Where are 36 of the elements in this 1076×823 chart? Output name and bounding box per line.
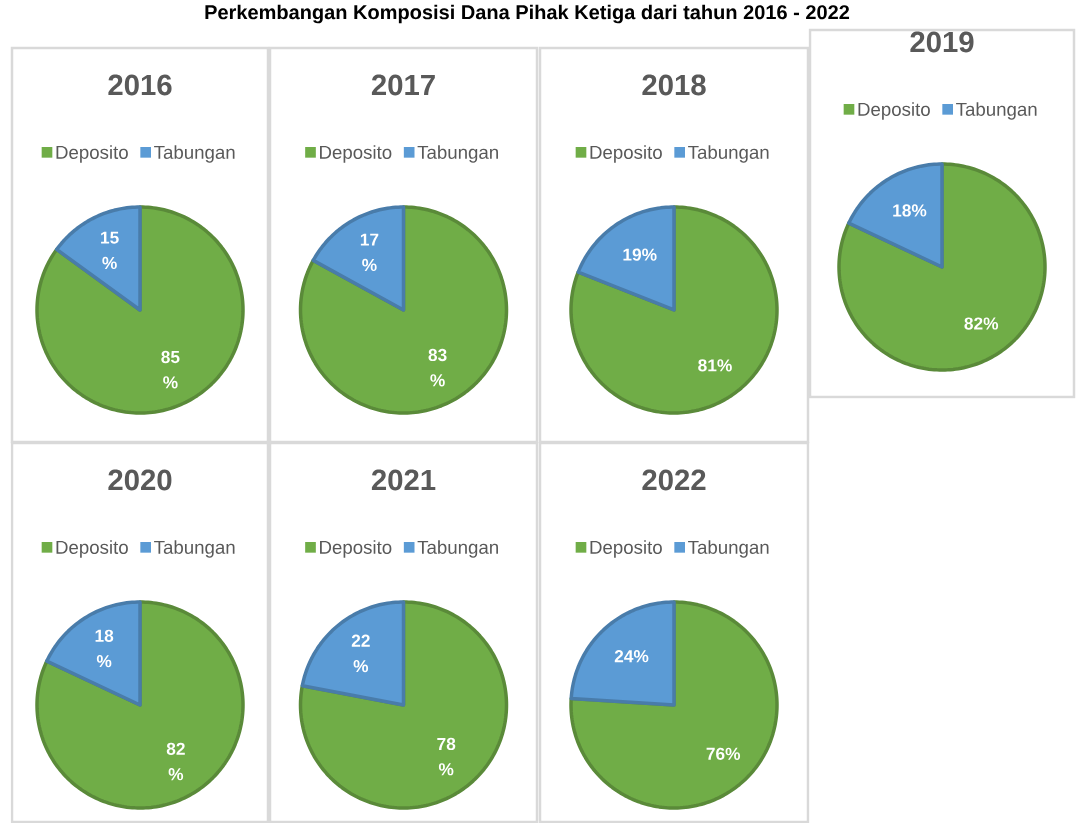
legend-label: Deposito: [590, 145, 662, 163]
data-label: 15 %: [101, 231, 119, 270]
legend-label: Deposito: [56, 145, 128, 163]
legend-label: Deposito: [320, 145, 392, 163]
data-label: 18 %: [95, 629, 114, 668]
data-label: 17 %: [360, 233, 379, 272]
legend-label: Tabungan: [154, 540, 235, 558]
chart-title: 2017: [371, 74, 435, 96]
data-label: 82%: [964, 317, 999, 330]
chart-title: 2019: [910, 31, 974, 53]
legend-label: Tabungan: [417, 540, 498, 558]
data-label: 78 %: [437, 737, 456, 776]
legend-label: Tabungan: [956, 102, 1037, 120]
chart-title: 2020: [108, 469, 172, 491]
data-label: 19%: [623, 248, 657, 261]
legend-label: Tabungan: [154, 145, 235, 163]
data-label: 76%: [706, 747, 741, 760]
chart-title: 2016: [108, 74, 172, 96]
data-label: 82 %: [166, 742, 185, 781]
legend-label: Tabungan: [688, 540, 769, 558]
legend-label: Deposito: [590, 540, 662, 558]
legend-label: Deposito: [858, 102, 930, 120]
chart-title: 2022: [642, 469, 706, 491]
legend-label: Tabungan: [688, 145, 769, 163]
data-label: 85 %: [161, 350, 180, 389]
legend-label: Deposito: [320, 540, 392, 558]
data-label: 22 %: [351, 634, 370, 673]
chart-title: 2018: [642, 74, 706, 96]
data-label: 24%: [614, 650, 649, 663]
legend-label: Tabungan: [417, 145, 498, 163]
data-label: 18%: [893, 204, 927, 217]
legend-label: Deposito: [56, 540, 128, 558]
chart-title: 2021: [371, 469, 436, 491]
text: Perkembangan Komposisi Dana Pihak Ketiga dari tahun 2016 - 2022: [205, 4, 850, 24]
data-label: 81%: [698, 359, 732, 372]
data-label: 83 %: [428, 348, 447, 387]
